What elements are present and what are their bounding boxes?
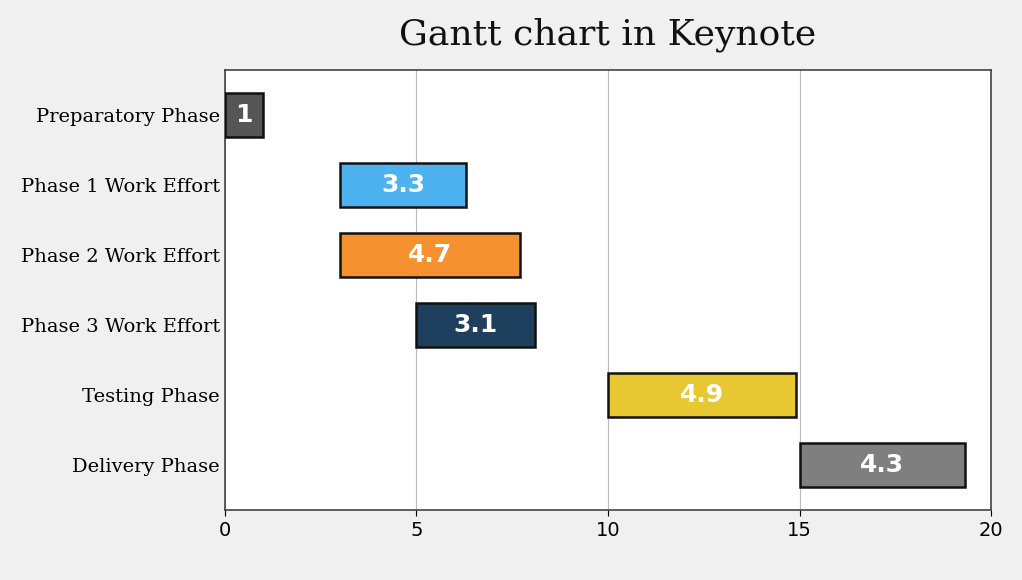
Bar xyxy=(339,233,520,277)
Text: 3.1: 3.1 xyxy=(454,313,498,337)
Bar xyxy=(799,443,965,487)
Text: 4.3: 4.3 xyxy=(861,453,904,477)
Text: 1: 1 xyxy=(235,103,252,127)
Bar xyxy=(417,303,536,347)
Bar xyxy=(339,164,466,206)
Bar xyxy=(608,374,796,416)
Text: 4.9: 4.9 xyxy=(680,383,724,407)
Title: Gantt chart in Keynote: Gantt chart in Keynote xyxy=(400,17,817,52)
Text: 4.7: 4.7 xyxy=(408,243,452,267)
Bar xyxy=(225,93,264,137)
Text: 3.3: 3.3 xyxy=(381,173,425,197)
